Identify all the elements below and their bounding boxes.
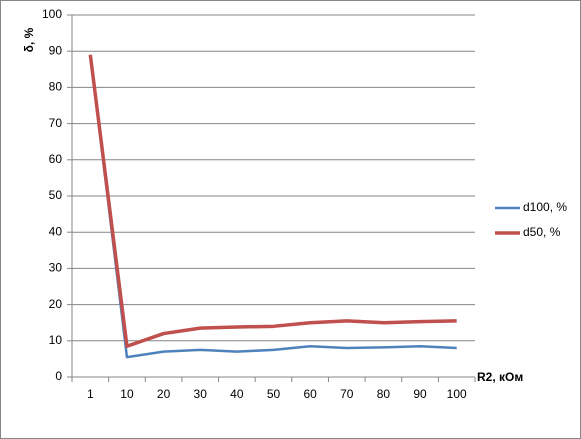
series-line: [88, 54, 457, 348]
y-tick-label: 100: [42, 7, 62, 21]
y-tick-label: 40: [49, 224, 63, 238]
x-axis-label: R2, кОм: [477, 370, 523, 384]
x-tick-label: 20: [157, 387, 171, 401]
y-tick-label: 20: [49, 297, 63, 311]
y-tick-label: 10: [49, 333, 63, 347]
x-tick-label: 90: [413, 387, 427, 401]
x-tick-label: 60: [303, 387, 317, 401]
series-line: [89, 54, 457, 359]
x-tick-label: 50: [267, 387, 281, 401]
legend-label: d100, %: [523, 200, 567, 214]
y-tick-label: 90: [49, 43, 63, 57]
y-tick-label: 70: [49, 116, 63, 130]
y-tick-label: 50: [49, 188, 63, 202]
y-tick-label: 0: [55, 369, 62, 383]
x-tick-label: 40: [230, 387, 244, 401]
legend-label: d50, %: [523, 225, 561, 239]
y-tick-label: 60: [49, 152, 63, 166]
x-tick-label: 30: [194, 387, 208, 401]
y-axis-label: δ, %: [22, 27, 36, 52]
x-tick-label: 70: [340, 387, 354, 401]
x-tick-label: 10: [120, 387, 134, 401]
x-tick-label: 80: [377, 387, 391, 401]
y-tick-label: 30: [49, 261, 63, 275]
x-tick-label: 1: [87, 387, 94, 401]
x-tick-label: 100: [447, 387, 467, 401]
y-tick-label: 80: [49, 80, 63, 94]
